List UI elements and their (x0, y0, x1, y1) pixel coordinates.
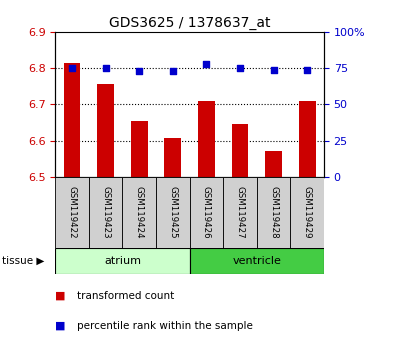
Bar (122, 177, 156, 248)
Text: GSM119428: GSM119428 (269, 186, 278, 239)
Bar (231, 124, 248, 177)
Text: GDS3625 / 1378637_at: GDS3625 / 1378637_at (109, 16, 270, 30)
Text: GSM119424: GSM119424 (135, 186, 144, 239)
Point (271, 67, 277, 73)
Bar (290, 177, 324, 248)
Text: GSM119422: GSM119422 (68, 186, 77, 239)
Text: GSM119426: GSM119426 (202, 186, 211, 239)
Point (237, 65, 243, 71)
Bar (64, 63, 81, 177)
Text: percentile rank within the sample: percentile rank within the sample (77, 321, 253, 331)
Bar (223, 177, 257, 248)
Point (203, 61, 209, 67)
Text: transformed count: transformed count (77, 291, 174, 301)
Point (69, 65, 75, 71)
Text: tissue ▶: tissue ▶ (2, 256, 44, 266)
Text: GSM119429: GSM119429 (303, 186, 312, 239)
Text: ventricle: ventricle (232, 256, 281, 266)
Text: ■: ■ (55, 291, 66, 301)
Bar (257, 177, 290, 248)
Bar (131, 121, 148, 177)
Text: GSM119425: GSM119425 (168, 186, 177, 239)
Point (136, 68, 143, 74)
Bar (55, 177, 89, 248)
Point (170, 68, 176, 74)
Bar (55, 248, 190, 274)
Point (304, 67, 310, 73)
Text: GSM119427: GSM119427 (235, 186, 245, 239)
Bar (299, 101, 316, 177)
Bar (190, 248, 324, 274)
Bar (198, 101, 215, 177)
Bar (164, 138, 181, 177)
Bar (156, 177, 190, 248)
Text: ■: ■ (55, 321, 66, 331)
Bar (190, 177, 223, 248)
Bar (89, 177, 122, 248)
Text: GSM119423: GSM119423 (101, 186, 110, 239)
Bar (265, 150, 282, 177)
Text: atrium: atrium (104, 256, 141, 266)
Point (103, 65, 109, 71)
Bar (97, 85, 114, 177)
